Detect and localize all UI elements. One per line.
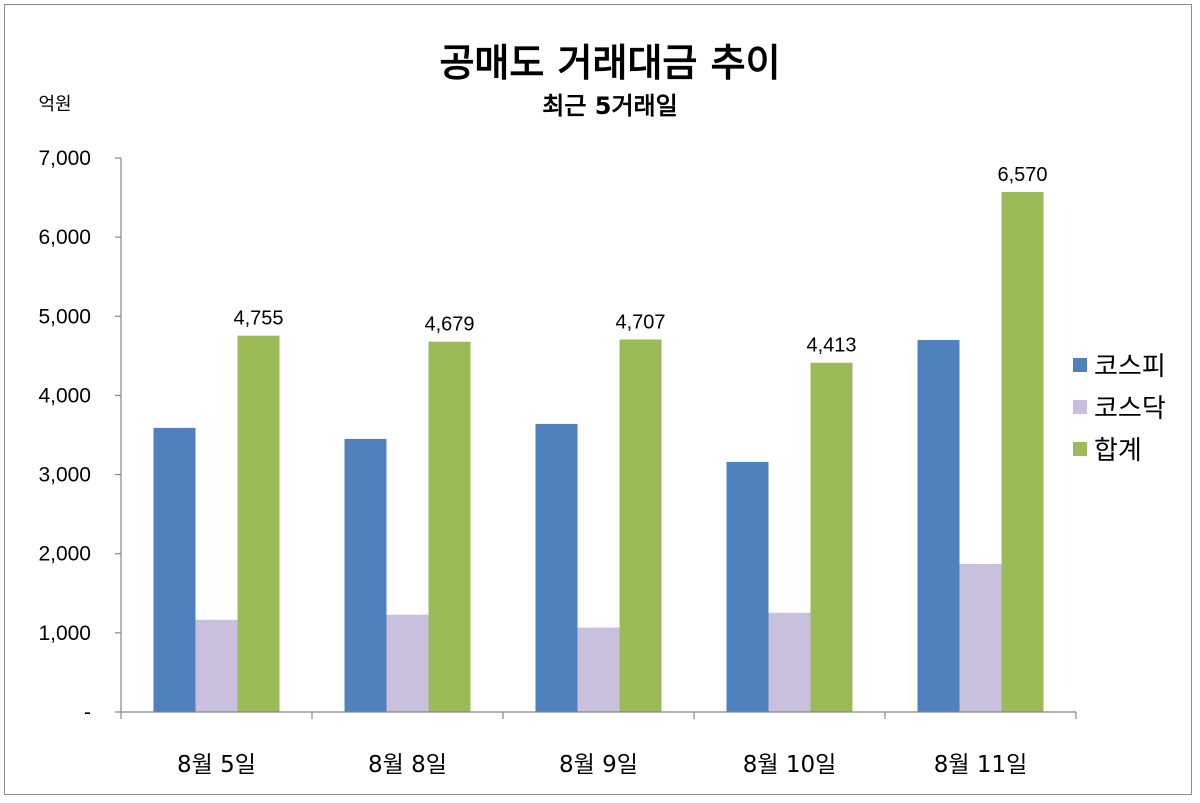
legend-label: 합계 — [1094, 436, 1142, 466]
bar — [810, 362, 853, 712]
x-tick-label: 8월 10일 — [743, 752, 837, 778]
legend-swatch — [1073, 358, 1087, 372]
chart-subtitle: 최근 5거래일 — [542, 92, 677, 120]
chart-title: 공매도 거래대금 추이 — [439, 41, 780, 85]
y-tick-label: 6,000 — [38, 226, 91, 249]
bar-series — [195, 564, 1002, 712]
bar — [153, 427, 196, 712]
bar — [768, 612, 811, 712]
y-tick-label: 2,000 — [38, 543, 91, 566]
bar — [1001, 192, 1044, 712]
y-tick-label: 1,000 — [38, 622, 91, 645]
x-tick-label: 8월 11일 — [934, 752, 1028, 778]
y-tick-label: 7,000 — [38, 147, 91, 170]
y-tick-label: 5,000 — [38, 305, 91, 328]
data-label: 4,755 — [233, 308, 283, 330]
x-tick-label: 8월 9일 — [559, 752, 638, 778]
y-tick-label: 3,000 — [38, 464, 91, 487]
y-tick-label: 4,000 — [38, 384, 91, 407]
data-label: 4,413 — [806, 335, 856, 357]
bar — [237, 335, 280, 712]
x-axis-ticks: 8월 5일 8월 8일 8월 9일 8월 10일 8월 11일 — [120, 712, 1077, 778]
bar — [386, 614, 429, 712]
y-tick-label: - — [84, 701, 91, 724]
legend-label: 코스피 — [1094, 352, 1166, 382]
bar-series-group — [153, 192, 1044, 712]
bar — [619, 339, 662, 712]
bar — [344, 438, 387, 712]
data-labels-group: 4,755 4,679 4,707 4,413 6,570 — [233, 164, 1047, 357]
bar — [577, 627, 620, 712]
bar — [917, 340, 960, 712]
x-tick-label: 8월 5일 — [177, 752, 256, 778]
data-label: 6,570 — [997, 164, 1047, 186]
bar-series — [237, 192, 1044, 712]
y-axis-unit-label: 억원 — [38, 94, 71, 115]
data-label: 4,679 — [424, 314, 474, 336]
data-label: 4,707 — [615, 311, 665, 333]
bar — [959, 564, 1002, 712]
legend-swatch — [1073, 442, 1087, 456]
y-axis-ticks: - 1,000 2,000 3,000 4,000 5,000 6,000 7,000 — [38, 147, 121, 724]
bar — [195, 619, 238, 712]
x-tick-label: 8월 8일 — [368, 752, 447, 778]
bar — [535, 423, 578, 712]
legend-swatch — [1073, 400, 1087, 414]
legend-label: 코스닥 — [1094, 394, 1166, 424]
bar — [428, 341, 471, 712]
bar-series — [153, 340, 960, 712]
bar — [726, 461, 769, 712]
